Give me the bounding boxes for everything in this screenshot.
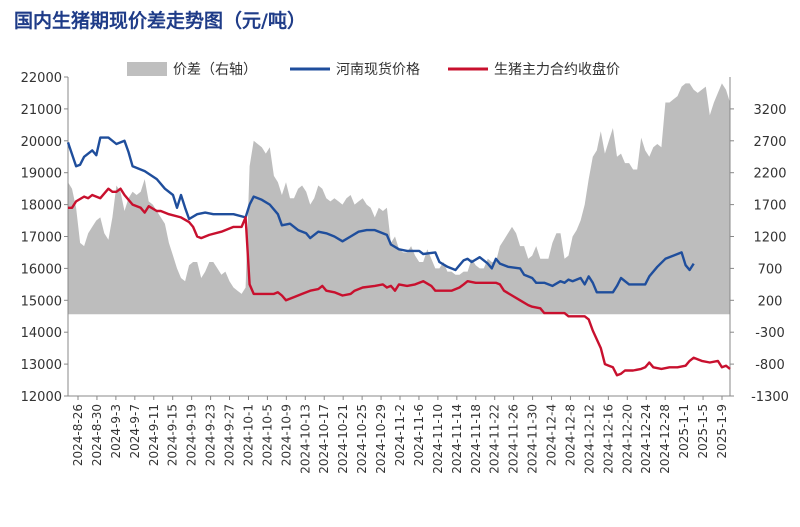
y-left-tick-label: 12000: [21, 390, 62, 405]
x-tick-label: 2024-8-30: [90, 404, 104, 466]
y-left-tick-label: 21000: [21, 103, 62, 118]
y-right-tick-label: 1200: [753, 231, 786, 246]
y-right-tick-label: -1300: [751, 390, 789, 405]
x-tick-label: 2025-1-5: [696, 404, 710, 458]
x-tick-label: 2024-9-27: [223, 404, 237, 466]
lines-layer: [66, 136, 731, 377]
x-tick-label: 2024-10-17: [317, 404, 331, 474]
x-tick-label: 2024-10-9: [279, 404, 293, 466]
x-tick-label: 2024-12-12: [582, 404, 596, 474]
axes-layer: 12000 13000 14000 15000 16000 17000 18000 19000…: [21, 71, 789, 474]
x-tick-label: 2024-10-29: [374, 404, 388, 474]
x-tick-label: 2024-9-19: [185, 404, 199, 466]
y-right-tick-label: 200: [758, 294, 783, 309]
x-tick-label: 2024-9-23: [204, 404, 218, 466]
y-right-tick-label: 3200: [753, 103, 786, 118]
y-right-tick-label: 2700: [753, 135, 786, 150]
x-tick-label: 2024-12-20: [620, 404, 634, 474]
legend-swatch: [127, 62, 167, 76]
y-left-tick-label: 22000: [21, 71, 62, 86]
chart-title: 国内生猪期现价差走势图（元/吨）: [14, 10, 306, 32]
x-tick-label: 2024-10-13: [298, 404, 312, 474]
y-left-tick-label: 15000: [21, 294, 62, 309]
legend: 价差（右轴） 河南现货价格 生猪主力合约收盘价: [127, 61, 620, 78]
x-tick-label: 2025-1-1: [677, 404, 691, 458]
x-tick-label: 2024-10-25: [355, 404, 369, 474]
y-left-tick-label: 13000: [21, 358, 62, 373]
x-tick-label: 2024-10-21: [336, 404, 350, 474]
x-tick-label: 2024-11-26: [507, 404, 521, 474]
y-left-tick-label: 14000: [21, 326, 62, 341]
x-tick-label: 2024-10-1: [241, 404, 255, 466]
x-tick-label: 2024-11-2: [393, 404, 407, 466]
y-left-tick-label: 17000: [21, 231, 62, 246]
x-tick-label: 2024-12-8: [563, 404, 577, 466]
x-tick-label: 2024-12-28: [658, 404, 672, 474]
y-left-tick-label: 19000: [21, 167, 62, 182]
x-tick-label: 2025-1-9: [715, 404, 729, 458]
x-tick-label: 2024-11-30: [526, 404, 540, 474]
y-left-tick-label: 16000: [21, 262, 62, 277]
futures-close-price-line: [68, 187, 731, 377]
legend-label: 价差（右轴）: [173, 62, 257, 78]
legend-item-futures-close: 生猪主力合约收盘价: [448, 61, 620, 78]
y-right-tick-label: -300: [755, 326, 785, 341]
x-tick-label: 2024-11-18: [469, 404, 483, 474]
x-tick-label: 2024-11-22: [488, 404, 502, 474]
y-right-tick-label: 1700: [753, 199, 786, 214]
x-tick-label: 2024-8-26: [71, 404, 85, 466]
spread-area-layer: [68, 83, 730, 315]
x-tick-label: 2024-12-4: [545, 404, 559, 466]
legend-item-henan-spot: 河南现货价格: [290, 61, 420, 78]
spread-area: [68, 83, 730, 315]
x-tick-label: 2024-9-11: [147, 404, 161, 466]
y-left-tick-label: 18000: [21, 199, 62, 214]
legend-label: 河南现货价格: [336, 61, 420, 78]
x-tick-label: 2024-10-5: [260, 404, 274, 466]
x-tick-label: 2024-9-15: [166, 404, 180, 466]
henan-spot-price-line: [66, 136, 695, 294]
x-tick-label: 2024-9-7: [128, 404, 142, 458]
x-tick-label: 2024-12-24: [639, 404, 653, 474]
x-tick-label: 2024-11-6: [412, 404, 426, 466]
x-tick-label: 2024-9-3: [109, 404, 123, 458]
x-tick-label: 2024-11-14: [450, 404, 464, 474]
x-tick-label: 2024-11-10: [431, 404, 445, 474]
x-tick-label: 2024-12-16: [601, 404, 615, 474]
legend-item-spread: 价差（右轴）: [127, 62, 257, 78]
legend-label: 生猪主力合约收盘价: [494, 61, 620, 78]
y-right-tick-label: 700: [758, 262, 783, 277]
y-right-tick-label: -800: [755, 358, 785, 373]
y-left-tick-label: 20000: [21, 135, 62, 150]
y-right-tick-label: 2200: [753, 167, 786, 182]
